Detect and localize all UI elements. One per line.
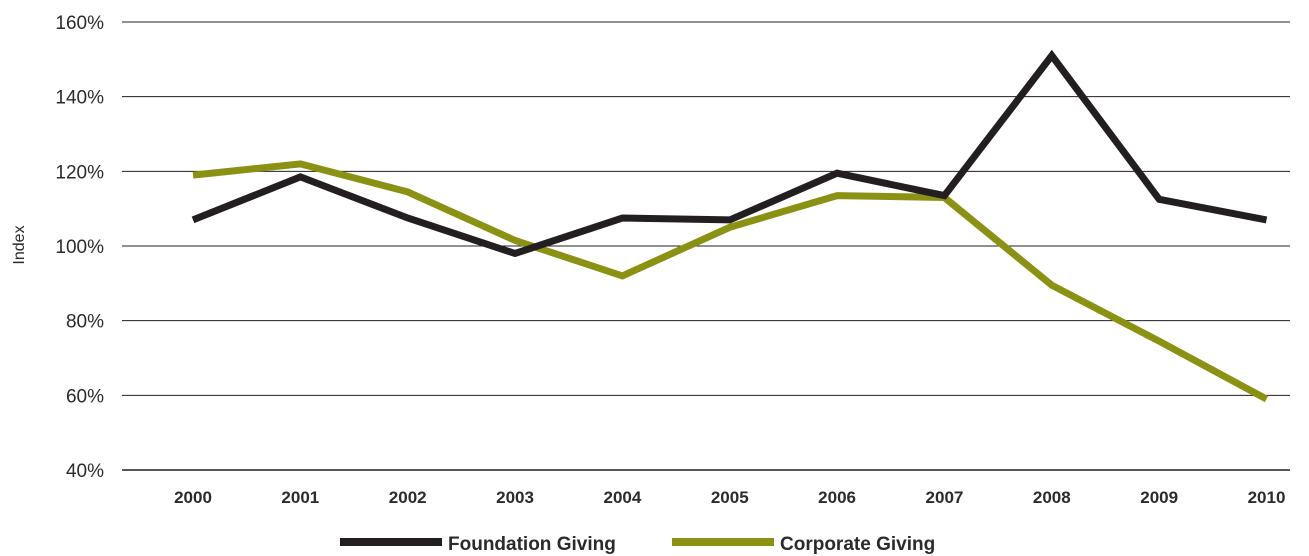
legend-label: Foundation Giving	[448, 534, 616, 555]
y-tick-label: 140%	[55, 88, 104, 109]
y-tick-label: 100%	[55, 237, 104, 258]
x-tick-label: 2004	[603, 488, 641, 507]
y-tick-label: 40%	[66, 461, 104, 482]
x-tick-label: 2008	[1033, 488, 1071, 507]
x-tick-label: 2009	[1140, 488, 1178, 507]
x-tick-label: 2000	[174, 488, 212, 507]
x-axis-ticks: 2000 2001 2002 2003 2004 2005 2006 2007 2008 2009…	[174, 488, 1285, 507]
y-axis-ticks: 40% 60% 80% 100% 120% 140% 160%	[55, 13, 104, 482]
x-tick-label: 2001	[281, 488, 319, 507]
gridlines	[122, 21, 1290, 396]
legend-item: Foundation Giving	[340, 534, 616, 555]
x-tick-label: 2005	[711, 488, 749, 507]
y-tick-label: 120%	[55, 162, 104, 183]
x-tick-label: 2003	[496, 488, 534, 507]
legend-item: Corporate Giving	[672, 534, 935, 555]
x-tick-label: 2002	[389, 488, 427, 507]
y-tick-label: 60%	[66, 386, 104, 407]
series-line-corporate-giving	[192, 160, 1269, 403]
y-tick-label: 160%	[55, 13, 104, 34]
x-tick-label: 2010	[1248, 488, 1286, 507]
series-line-foundation-giving	[191, 49, 1268, 258]
x-tick-label: 2006	[818, 488, 856, 507]
legend: Foundation Giving Corporate Giving	[340, 534, 935, 555]
y-tick-label: 80%	[66, 312, 104, 333]
x-tick-label: 2007	[926, 488, 964, 507]
series-lines	[191, 49, 1269, 403]
legend-label: Corporate Giving	[780, 534, 935, 555]
y-axis-label: Index	[11, 225, 28, 264]
